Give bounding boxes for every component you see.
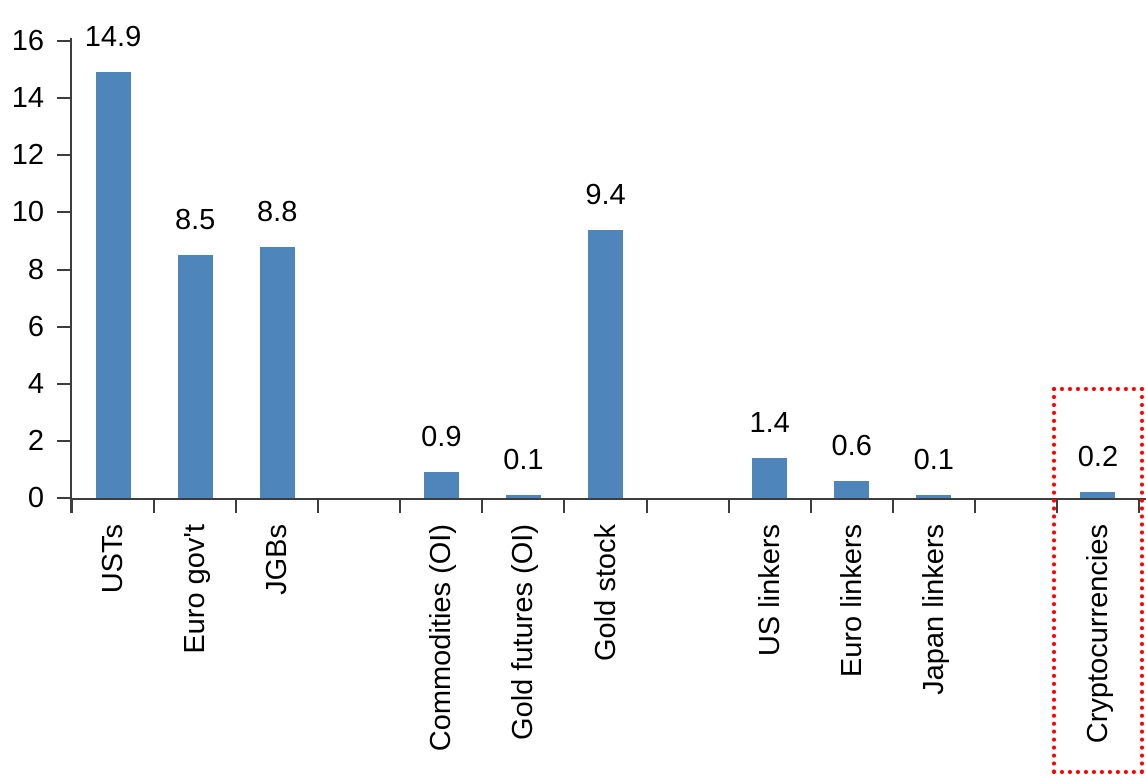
x-tick [1138, 498, 1140, 513]
y-tick-label: 6 [27, 310, 44, 343]
bar-gold-futures-oi [505, 495, 541, 498]
y-tick [57, 325, 70, 328]
y-tick [57, 211, 70, 214]
value-label-usts: 14.9 [84, 21, 142, 54]
x-tick [1055, 498, 1058, 513]
category-label-euro-linkers: Euro linkers [835, 524, 868, 678]
x-tick [399, 498, 402, 513]
value-label-us-linkers: 1.4 [749, 407, 790, 439]
value-label-gold-futures-oi: 0.1 [503, 444, 544, 477]
value-label-euro-linkers: 0.6 [831, 429, 872, 462]
value-label-euro-gov-t: 8.5 [174, 204, 216, 237]
x-tick [481, 498, 484, 513]
y-tick [57, 97, 70, 100]
y-tick [57, 40, 70, 42]
value-label-cryptocurrencies: 0.2 [1077, 441, 1119, 474]
bar-euro-linkers [834, 480, 870, 498]
x-tick [317, 498, 320, 513]
value-label-japan-linkers: 0.1 [913, 444, 954, 477]
x-tick [645, 498, 648, 513]
x-axis-line [70, 498, 1146, 500]
category-label-usts: USTs [97, 524, 130, 594]
x-tick [235, 498, 238, 513]
y-tick-label: 16 [11, 25, 44, 57]
y-tick-label: 10 [11, 196, 44, 229]
bar-japan-linkers [916, 495, 952, 498]
x-tick [809, 498, 812, 513]
x-tick [727, 498, 730, 513]
category-label-japan-linkers: Japan linkers [917, 524, 950, 695]
x-tick [891, 498, 894, 513]
y-tick-label: 14 [11, 82, 44, 115]
y-tick [57, 268, 70, 271]
bar-us-linkers [752, 458, 788, 498]
bar-cryptocurrencies [1080, 492, 1116, 498]
category-label-us-linkers: US linkers [753, 524, 786, 657]
category-label-jgbs: JGBs [261, 524, 294, 595]
highlight-box [1051, 387, 1144, 774]
y-tick [57, 497, 70, 499]
y-axis-line [70, 38, 72, 513]
x-tick [71, 498, 73, 513]
x-tick [563, 498, 566, 513]
x-tick [153, 498, 156, 513]
y-tick-label: 12 [11, 139, 44, 172]
y-tick [57, 439, 70, 442]
y-tick-label: 0 [27, 482, 44, 514]
y-tick [57, 382, 70, 385]
category-label-gold-stock: Gold stock [589, 524, 622, 661]
y-tick-label: 4 [27, 367, 44, 400]
category-label-euro-gov-t: Euro gov't [179, 524, 212, 654]
bar-usts [95, 72, 131, 498]
y-tick-label: 2 [27, 424, 44, 457]
value-label-gold-stock: 9.4 [585, 178, 626, 211]
y-tick [57, 154, 70, 157]
value-label-commodities-oi: 0.9 [421, 421, 462, 454]
bar-euro-gov-t [177, 255, 213, 498]
bar-gold-stock [588, 229, 623, 498]
y-tick-label: 8 [27, 253, 44, 286]
bar-commodities-oi [423, 472, 459, 498]
bar-jgbs [259, 246, 295, 498]
category-label-gold-futures-oi: Gold futures (OI) [507, 524, 540, 740]
x-tick [973, 498, 976, 513]
category-label-commodities-oi: Commodities (OI) [425, 524, 458, 752]
value-label-jgbs: 8.8 [257, 195, 298, 228]
